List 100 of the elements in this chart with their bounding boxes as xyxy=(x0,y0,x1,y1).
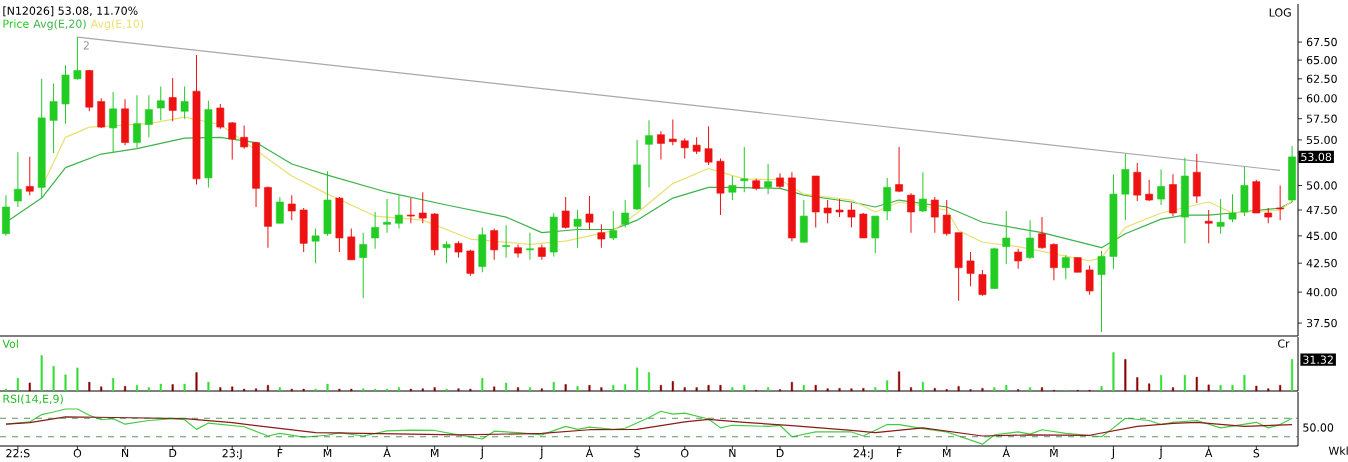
candlestick xyxy=(597,223,606,249)
candlestick xyxy=(1192,153,1201,204)
candlestick xyxy=(978,269,987,297)
candlestick xyxy=(1157,168,1165,206)
candlestick xyxy=(883,177,892,221)
candlestick xyxy=(930,196,939,234)
y-tick-label: 40.00 xyxy=(1306,287,1337,297)
x-tick-label: N xyxy=(729,449,736,458)
x-tick-label: A xyxy=(383,449,391,458)
x-tick-label: F xyxy=(277,449,283,458)
x-tick-label: N xyxy=(122,449,129,458)
candlestick xyxy=(835,198,844,218)
y-tick-label: 47.50 xyxy=(1306,205,1337,215)
candlestick xyxy=(383,198,391,234)
candlestick xyxy=(168,77,177,122)
candlestick xyxy=(847,202,856,228)
candlestick xyxy=(645,119,653,188)
x-tick-label: M xyxy=(1050,449,1058,458)
candlestick xyxy=(133,94,141,149)
x-tick-label: F xyxy=(896,449,902,458)
candlestick xyxy=(561,196,570,229)
y-tick-label: 62.50 xyxy=(1306,74,1337,83)
candlestick xyxy=(216,103,225,130)
candlestick xyxy=(466,249,475,277)
candlestick xyxy=(347,227,356,261)
x-tick-label: J xyxy=(480,449,483,460)
x-tick-label: M xyxy=(430,449,439,458)
candlestick xyxy=(1204,209,1213,244)
y-tick-label: 42.50 xyxy=(1306,258,1337,268)
candlestick xyxy=(907,192,915,234)
candlestick xyxy=(942,199,951,237)
candlestick xyxy=(442,240,451,264)
candlestick xyxy=(526,232,534,261)
x-tick-label: A xyxy=(1002,449,1010,458)
x-tick-label: A xyxy=(585,449,594,458)
candlestick xyxy=(668,119,677,146)
candlestick xyxy=(728,175,737,201)
candlestick xyxy=(764,163,772,195)
candlestick xyxy=(1061,254,1070,280)
x-tick-label: J xyxy=(539,449,543,460)
y-tick-label: 45.00 xyxy=(1306,231,1337,240)
candlestick xyxy=(490,227,499,261)
annotation: 53.08 xyxy=(1301,152,1332,162)
candlestick xyxy=(406,197,415,224)
candlestick xyxy=(287,194,296,221)
text: Price xyxy=(3,19,29,28)
candlestick xyxy=(680,137,689,160)
annotation: LOG xyxy=(1269,8,1291,17)
x-tick-label: J xyxy=(1158,449,1162,460)
candlestick xyxy=(823,199,832,224)
candlestick xyxy=(1216,198,1225,235)
candlestick xyxy=(73,36,82,81)
candlestick xyxy=(740,146,749,193)
candlestick xyxy=(1228,193,1237,223)
candlestick xyxy=(109,91,118,154)
y-tick-label: 57.50 xyxy=(1306,114,1337,123)
candlestick xyxy=(49,82,58,154)
candlestick xyxy=(657,130,665,160)
candlestick xyxy=(311,227,320,264)
chart-title: RSI(14,E,9) xyxy=(3,394,63,405)
candlestick xyxy=(502,224,510,259)
candlestick xyxy=(156,86,165,121)
x-tick-label: M xyxy=(323,449,332,458)
x-tick-label: M xyxy=(943,449,951,458)
candlestick xyxy=(585,195,594,231)
text: Wkl xyxy=(1328,446,1348,455)
candlestick xyxy=(621,199,630,228)
x-tick-label: J xyxy=(1111,449,1114,460)
y-tick-label: 55.00 xyxy=(1306,135,1337,145)
x-tick-label: S xyxy=(634,449,640,458)
candlestick xyxy=(1133,162,1142,202)
x-tick-label: A xyxy=(1205,449,1213,458)
candlestick xyxy=(704,125,713,166)
chart-title: Vol xyxy=(2,339,18,348)
candlestick xyxy=(859,212,868,239)
candlestick xyxy=(395,194,403,229)
x-tick-label: O xyxy=(681,449,689,458)
candlestick xyxy=(144,94,153,138)
candlestick xyxy=(1014,248,1023,270)
x-tick-label: S xyxy=(1253,449,1260,458)
y-tick-label: 60.00 xyxy=(1306,94,1337,103)
candlestick xyxy=(1097,250,1106,333)
candlestick xyxy=(1050,242,1058,281)
text: Avg(E,20) xyxy=(33,19,86,31)
x-tick-label: D xyxy=(169,449,177,458)
y-tick-label: 67.50 xyxy=(1306,37,1337,47)
candlestick xyxy=(14,151,22,208)
text: Cr xyxy=(1278,339,1290,348)
candlestick xyxy=(966,251,975,287)
candlestick xyxy=(418,191,427,224)
candlestick xyxy=(25,156,34,196)
candlestick xyxy=(180,86,189,120)
candlestick xyxy=(240,124,249,150)
candlestick xyxy=(228,121,237,160)
text: Avg(E,10) xyxy=(90,19,144,31)
chart-title: [N12026] 53.08, 11.70% xyxy=(3,6,138,17)
candlestick xyxy=(1002,210,1011,265)
x-tick-label: 22:S xyxy=(6,449,30,458)
x-tick-label: 24:J xyxy=(853,449,873,460)
y-tick-label: 37.50 xyxy=(1306,318,1337,328)
